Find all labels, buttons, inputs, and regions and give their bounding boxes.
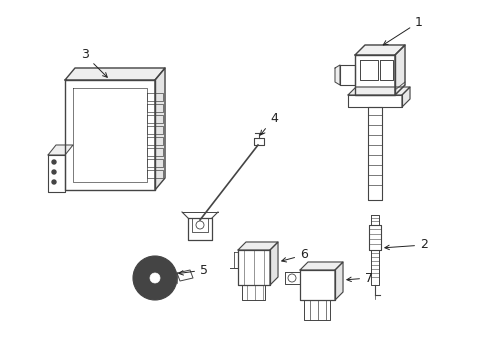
Text: 4: 4 <box>260 112 277 135</box>
Polygon shape <box>299 262 342 270</box>
Polygon shape <box>304 300 329 320</box>
Polygon shape <box>370 250 378 285</box>
Text: 1: 1 <box>383 15 422 45</box>
Circle shape <box>133 256 177 300</box>
Polygon shape <box>238 242 278 250</box>
Polygon shape <box>334 65 339 85</box>
Polygon shape <box>370 215 378 225</box>
Circle shape <box>52 180 56 184</box>
Polygon shape <box>155 68 164 190</box>
Polygon shape <box>401 87 409 107</box>
Polygon shape <box>394 45 404 95</box>
Polygon shape <box>334 262 342 300</box>
Polygon shape <box>368 225 380 250</box>
Polygon shape <box>187 218 212 240</box>
Polygon shape <box>299 270 334 300</box>
Polygon shape <box>367 107 381 200</box>
Text: 3: 3 <box>81 49 107 77</box>
Polygon shape <box>177 270 193 281</box>
Polygon shape <box>339 65 354 85</box>
Circle shape <box>150 273 160 283</box>
Text: 7: 7 <box>346 271 372 284</box>
Circle shape <box>146 269 163 287</box>
Text: 6: 6 <box>281 248 307 262</box>
Polygon shape <box>242 285 264 300</box>
Circle shape <box>52 160 56 164</box>
Polygon shape <box>347 95 401 107</box>
Polygon shape <box>238 250 269 285</box>
Polygon shape <box>48 145 73 155</box>
Polygon shape <box>65 68 164 80</box>
Text: 5: 5 <box>179 264 207 276</box>
Text: 2: 2 <box>384 238 427 252</box>
Polygon shape <box>285 272 299 284</box>
Polygon shape <box>65 80 155 190</box>
Polygon shape <box>48 155 65 192</box>
Polygon shape <box>354 55 394 95</box>
Polygon shape <box>269 242 278 285</box>
Polygon shape <box>234 252 238 268</box>
Polygon shape <box>354 45 404 55</box>
Polygon shape <box>347 87 409 95</box>
Circle shape <box>52 170 56 174</box>
